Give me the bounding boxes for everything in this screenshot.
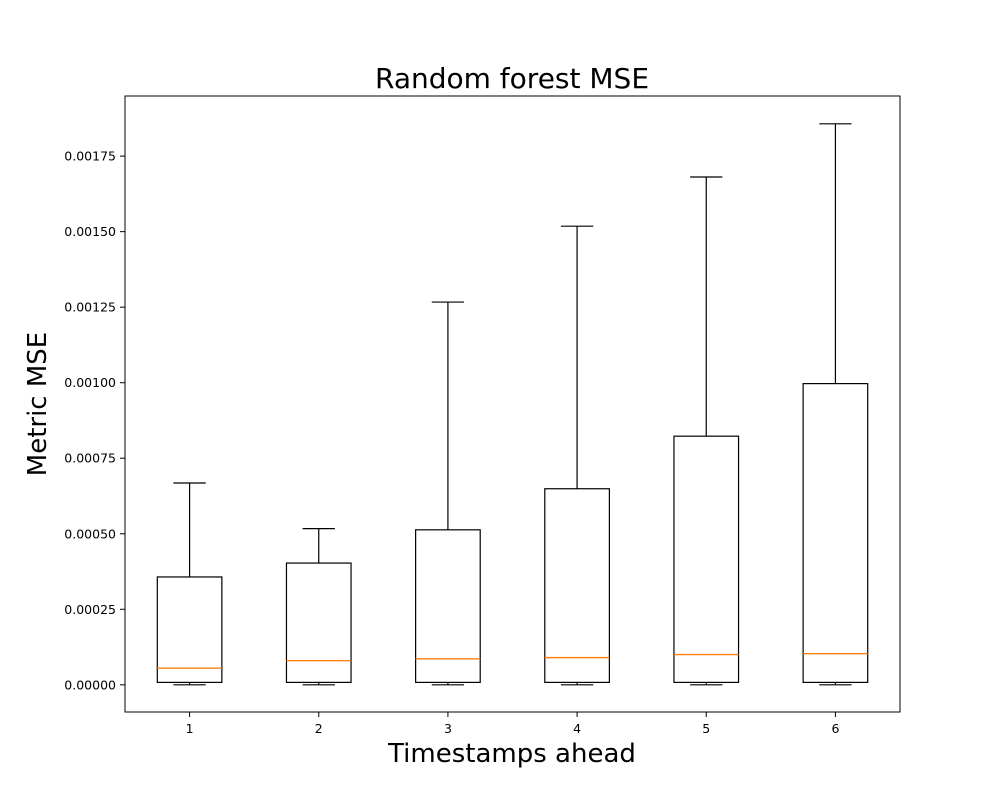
x-tick-label: 1 (186, 721, 194, 736)
box-4 (544, 488, 610, 683)
chart-title: Random forest MSE (375, 62, 649, 95)
axes-frame (124, 95, 901, 713)
box-1 (156, 576, 223, 683)
y-tick-label: 0.00150 (64, 224, 116, 239)
plot-area: 1 2 3 4 5 6 0.00000 0.00025 0.00050 0.00075 0.0010… (64, 95, 901, 736)
y-tick-label: 0.00125 (64, 300, 116, 315)
y-axis-label: Metric MSE (23, 332, 53, 476)
x-tick-label: 5 (702, 721, 710, 736)
y-tick-label: 0.00075 (64, 451, 116, 466)
box-3 (415, 529, 481, 683)
x-tick-label: 4 (573, 721, 581, 736)
box-2 (285, 562, 352, 683)
y-tick-label: 0.00100 (64, 375, 116, 390)
x-axis-label: Timestamps ahead (387, 739, 636, 769)
box-5 (673, 435, 740, 683)
box-6 (802, 383, 869, 683)
y-tick-label: 0.00025 (64, 602, 116, 617)
y-tick-label: 0.00000 (64, 677, 116, 692)
y-tick-label: 0.00050 (64, 526, 116, 541)
x-tick-label: 2 (315, 721, 323, 736)
y-tick-label: 0.00175 (64, 149, 116, 164)
x-tick-label: 6 (831, 721, 839, 736)
x-tick-label: 3 (444, 721, 452, 736)
